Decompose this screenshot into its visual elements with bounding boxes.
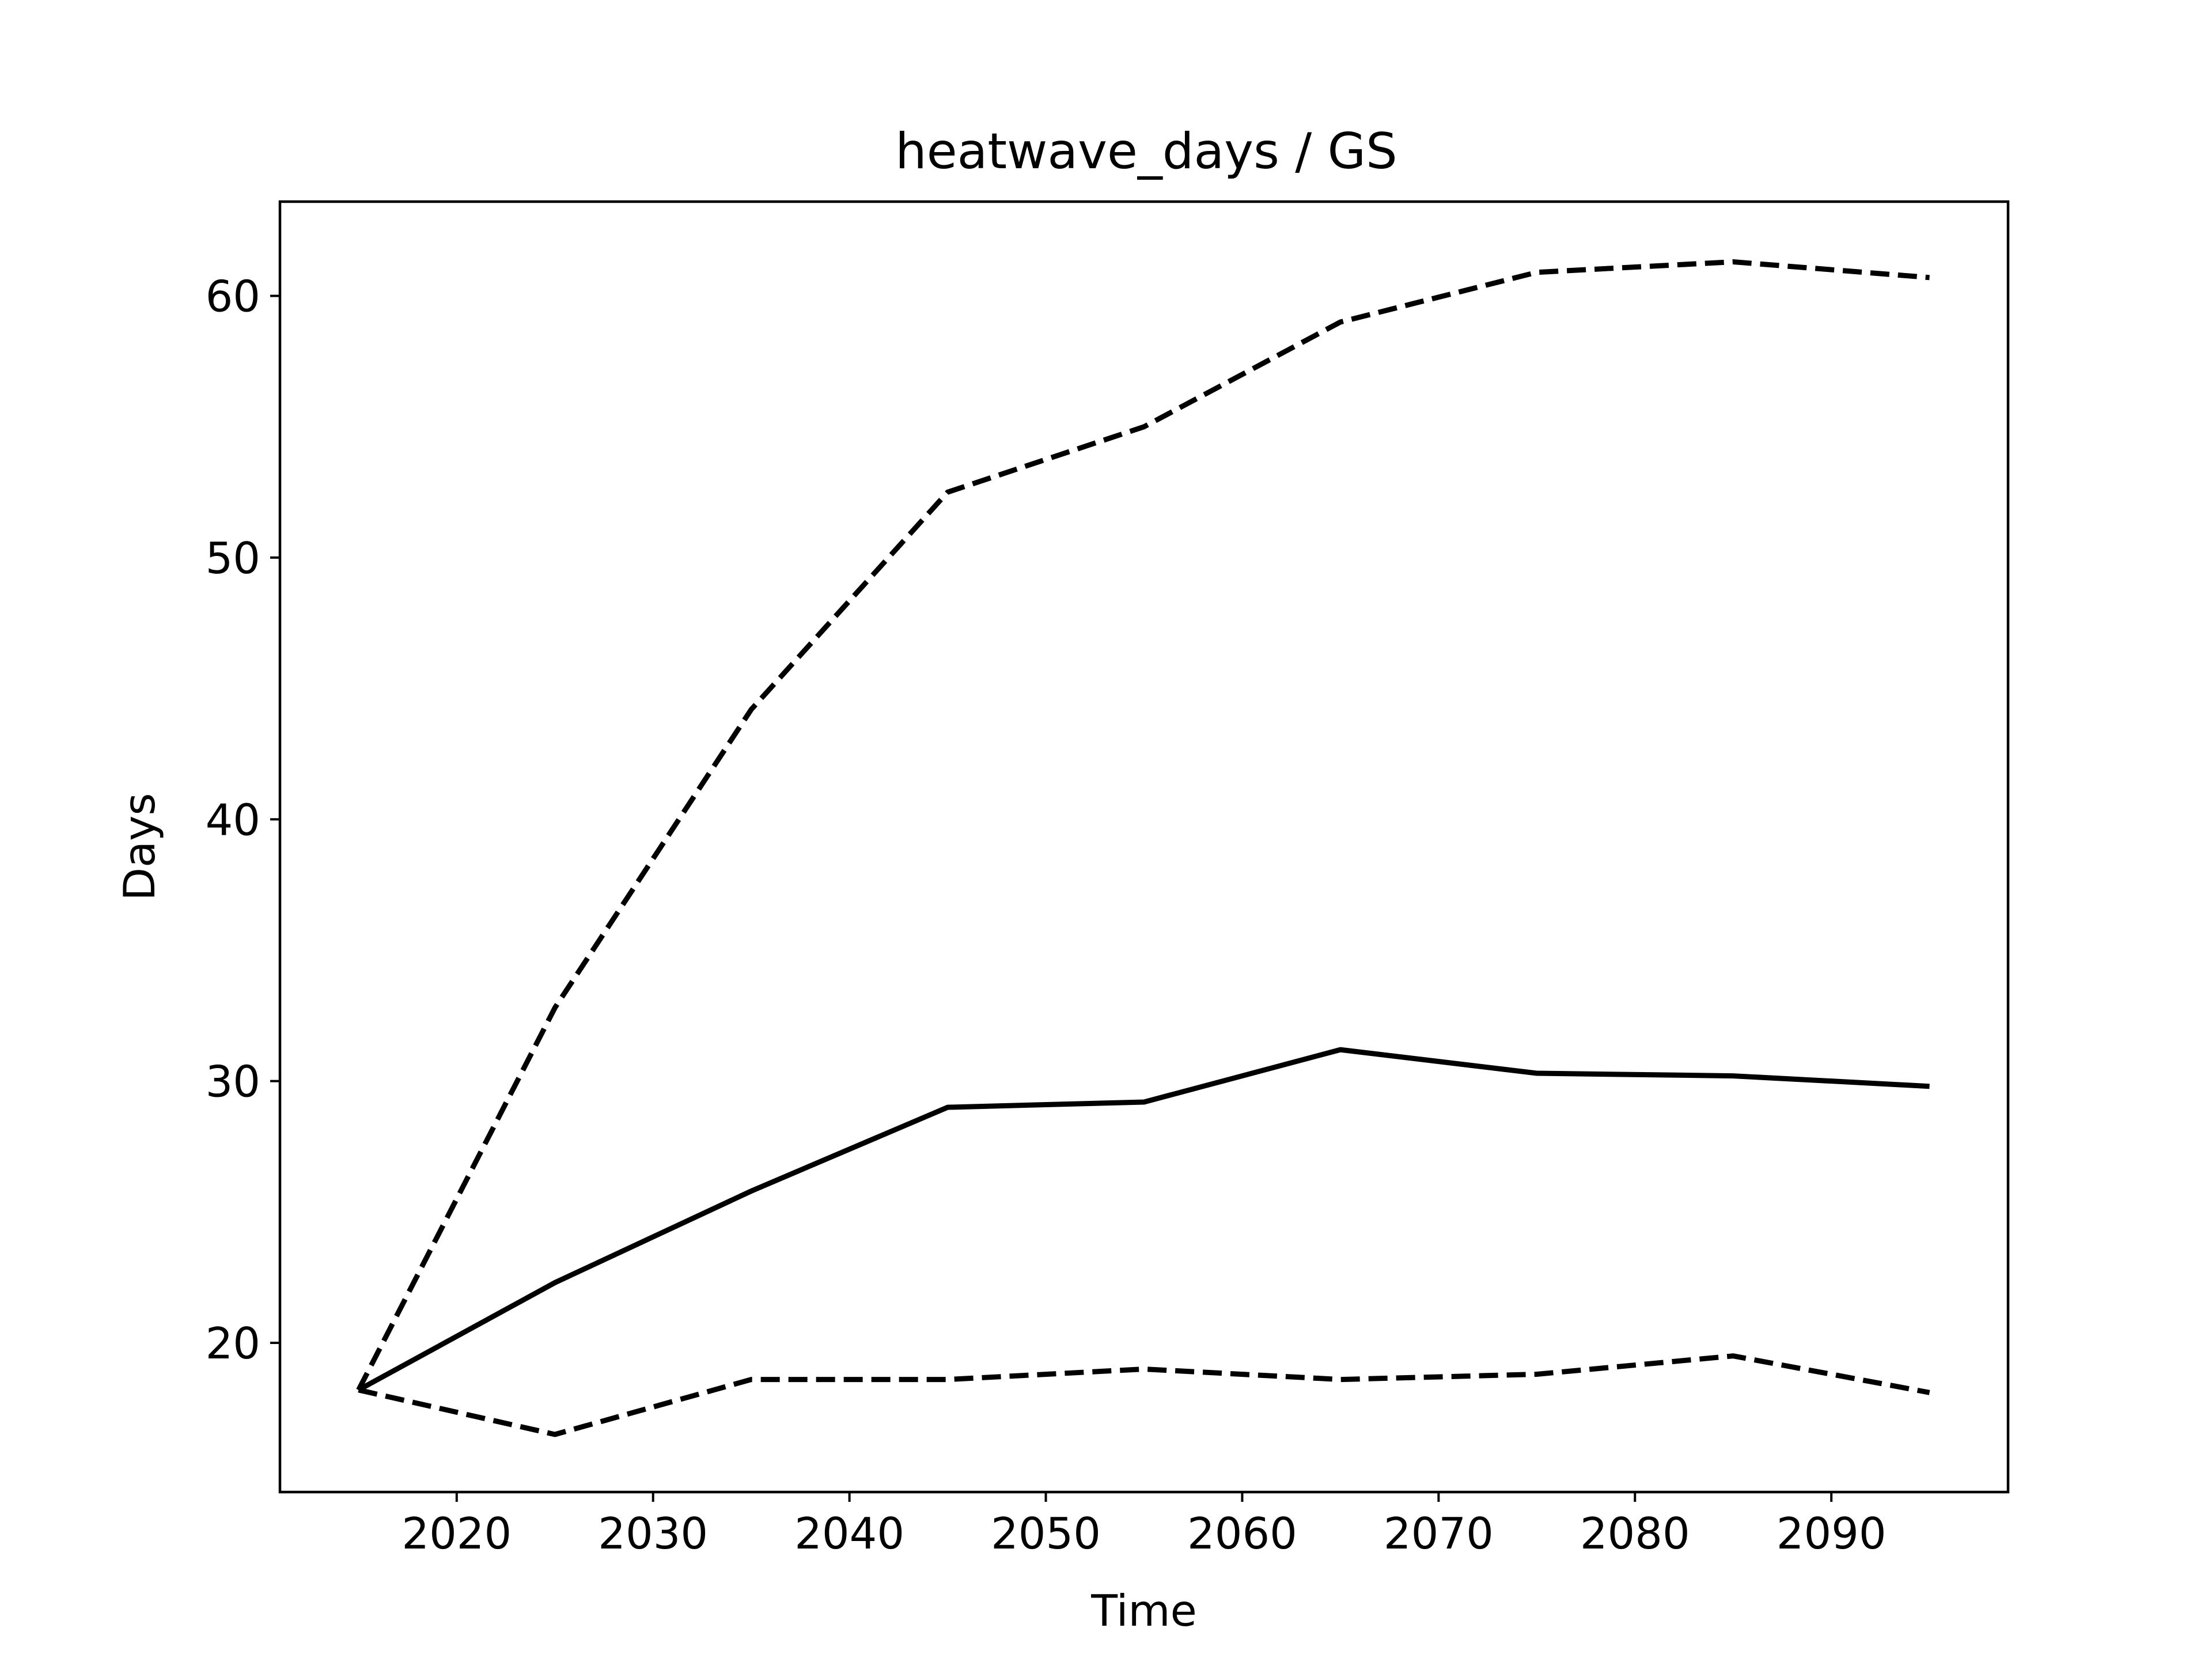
- y-tick-label: 50: [206, 533, 260, 584]
- plot-series-group: [356, 259, 1930, 1437]
- x-tick-label: 2020: [402, 1508, 512, 1559]
- x-tick-label: 2040: [794, 1508, 904, 1559]
- x-tick-label: 2090: [1777, 1508, 1887, 1559]
- series-line-1: [357, 1047, 1930, 1392]
- x-tick-label: 2030: [598, 1508, 708, 1559]
- plot-area-frame: [278, 200, 2010, 1494]
- series-line-3: [358, 1353, 1930, 1437]
- x-tick-label: 2070: [1384, 1508, 1494, 1559]
- y-axis-label: Days: [114, 793, 165, 900]
- x-tick-label: 2080: [1580, 1508, 1690, 1559]
- x-axis-label: Time: [1090, 1585, 1197, 1636]
- y-tick-label: 60: [206, 271, 260, 322]
- x-axis: 2020 2030 2040 2050 2060 2070 2080 2090: [402, 1492, 1887, 1559]
- x-tick-label: 2060: [1187, 1508, 1297, 1559]
- y-tick-label: 30: [206, 1057, 260, 1107]
- y-tick-label: 40: [206, 794, 260, 845]
- y-axis: 20 30 40 50 60: [206, 271, 280, 1369]
- series-line-2: [356, 259, 1930, 1391]
- x-tick-label: 2050: [991, 1508, 1101, 1559]
- chart-title: heatwave_days / GS: [895, 123, 1397, 180]
- y-tick-label: 20: [206, 1318, 260, 1369]
